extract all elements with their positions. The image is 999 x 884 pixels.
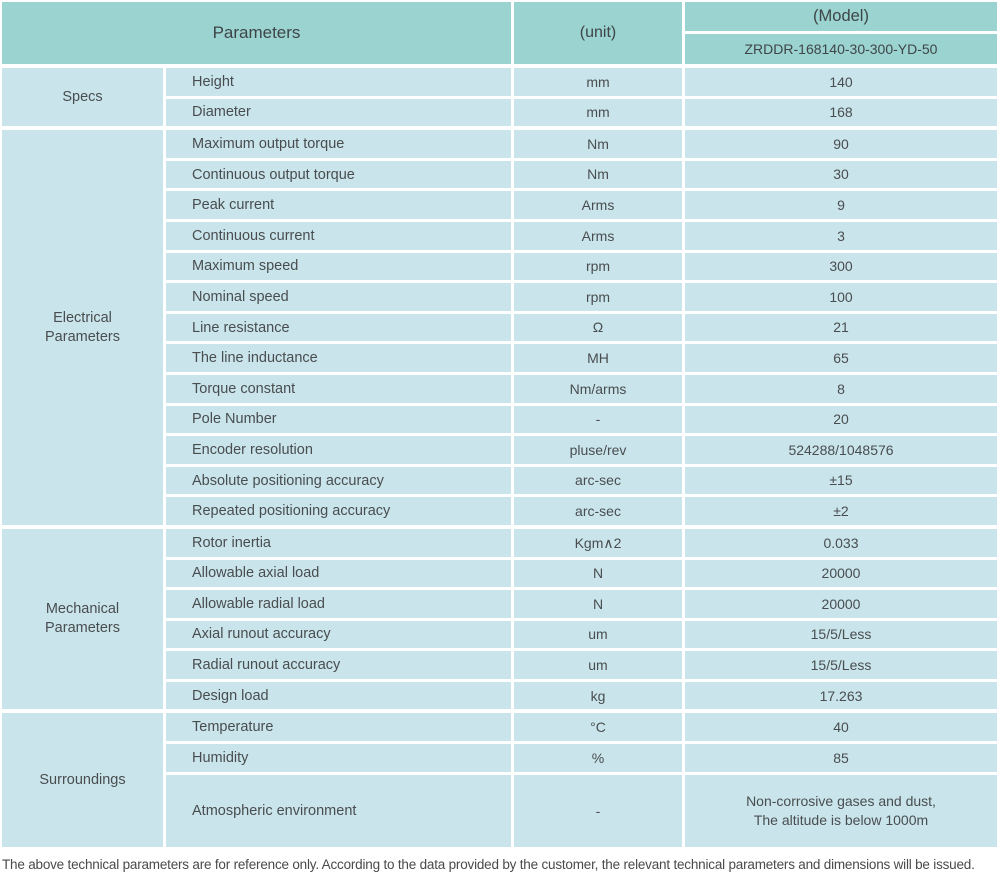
value-cell: 20 [685,405,997,434]
unit-cell: - [514,405,682,434]
param-name-cell: Nominal speed [166,283,511,311]
unit-cell: rpm [514,283,682,311]
param-name-cell: Maximum output torque [166,130,511,158]
value-cell: 40 [685,713,997,742]
param-name-cell: Continuous output torque [166,160,511,189]
unit-cell: Ω [514,313,682,342]
section-mechanical-parameters: Mechanical Parameters Rotor inertia Kgm∧… [2,528,997,710]
value-cell: 15/5/Less [685,620,997,649]
value-cell: 8 [685,374,997,403]
group-label-mechanical: Mechanical Parameters [2,528,163,710]
value-cell: 15/5/Less [685,651,997,679]
section-electrical-parameters: Electrical Parameters Maximum output tor… [2,130,997,525]
param-name-cell: Temperature [166,713,511,742]
value-cell: 21 [685,313,997,342]
unit-cell: kg [514,681,682,710]
unit-cell: °C [514,713,682,742]
value-cell: 9 [685,191,997,219]
group-label-surroundings: Surroundings [2,713,163,847]
footer-note: The above technical parameters are for r… [2,856,975,872]
param-name-cell: Pole Number [166,405,511,434]
value-cell: 100 [685,283,997,311]
table-header: Parameters (unit) (Model) ZRDDR-168140-3… [2,2,997,64]
unit-cell: Arms [514,191,682,219]
value-cell: 300 [685,252,997,281]
param-name-cell: Torque constant [166,374,511,403]
param-name-cell: Diameter [166,98,511,127]
header-unit: (unit) [514,2,682,64]
value-cell: 17.263 [685,681,997,710]
param-name-cell: Encoder resolution [166,436,511,464]
param-name-cell: The line inductance [166,344,511,372]
param-name-cell: Design load [166,681,511,710]
unit-cell: um [514,620,682,649]
header-parameters: Parameters [2,2,511,64]
value-cell: 168 [685,98,997,127]
param-name-cell: Line resistance [166,313,511,342]
unit-cell: arc-sec [514,466,682,495]
unit-cell: Nm/arms [514,374,682,403]
value-cell: Non-corrosive gases and dust, The altitu… [685,774,997,847]
param-name-cell: Continuous current [166,221,511,250]
unit-cell: MH [514,344,682,372]
value-cell: ±15 [685,466,997,495]
unit-cell: Nm [514,130,682,158]
section-surroundings: Surroundings Temperature °C 40 Humidity … [2,713,997,847]
unit-cell: % [514,744,682,772]
unit-cell: Arms [514,221,682,250]
unit-cell: N [514,559,682,588]
unit-cell: Kgm∧2 [514,528,682,557]
value-cell: 90 [685,130,997,158]
param-name-cell: Atmospheric environment [166,774,511,847]
value-cell: 3 [685,221,997,250]
value-cell: 140 [685,68,997,96]
unit-cell: um [514,651,682,679]
group-label-electrical: Electrical Parameters [2,130,163,525]
header-model-number: ZRDDR-168140-30-300-YD-50 [685,34,997,64]
param-name-cell: Maximum speed [166,252,511,281]
param-name-cell: Absolute positioning accuracy [166,466,511,495]
value-cell: 0.033 [685,528,997,557]
value-cell: 524288/1048576 [685,436,997,464]
param-name-cell: Allowable axial load [166,559,511,588]
param-name-cell: Axial runout accuracy [166,620,511,649]
value-cell: 30 [685,160,997,189]
param-name-cell: Height [166,68,511,96]
param-name-cell: Repeated positioning accuracy [166,497,511,525]
param-name-cell: Radial runout accuracy [166,651,511,679]
section-specs: Specs Height mm 140 Diameter mm 168 [2,68,997,127]
unit-cell: rpm [514,252,682,281]
param-name-cell: Peak current [166,191,511,219]
value-cell: 85 [685,744,997,772]
unit-cell: - [514,774,682,847]
unit-cell: arc-sec [514,497,682,525]
unit-cell: mm [514,68,682,96]
unit-cell: pluse/rev [514,436,682,464]
unit-cell: N [514,590,682,618]
value-cell: ±2 [685,497,997,525]
group-label-specs: Specs [2,68,163,127]
value-cell: 20000 [685,590,997,618]
unit-cell: Nm [514,160,682,189]
header-model: (Model) [685,2,997,31]
param-name-cell: Allowable radial load [166,590,511,618]
param-name-cell: Rotor inertia [166,528,511,557]
value-cell: 65 [685,344,997,372]
param-name-cell: Humidity [166,744,511,772]
unit-cell: mm [514,98,682,127]
value-cell: 20000 [685,559,997,588]
